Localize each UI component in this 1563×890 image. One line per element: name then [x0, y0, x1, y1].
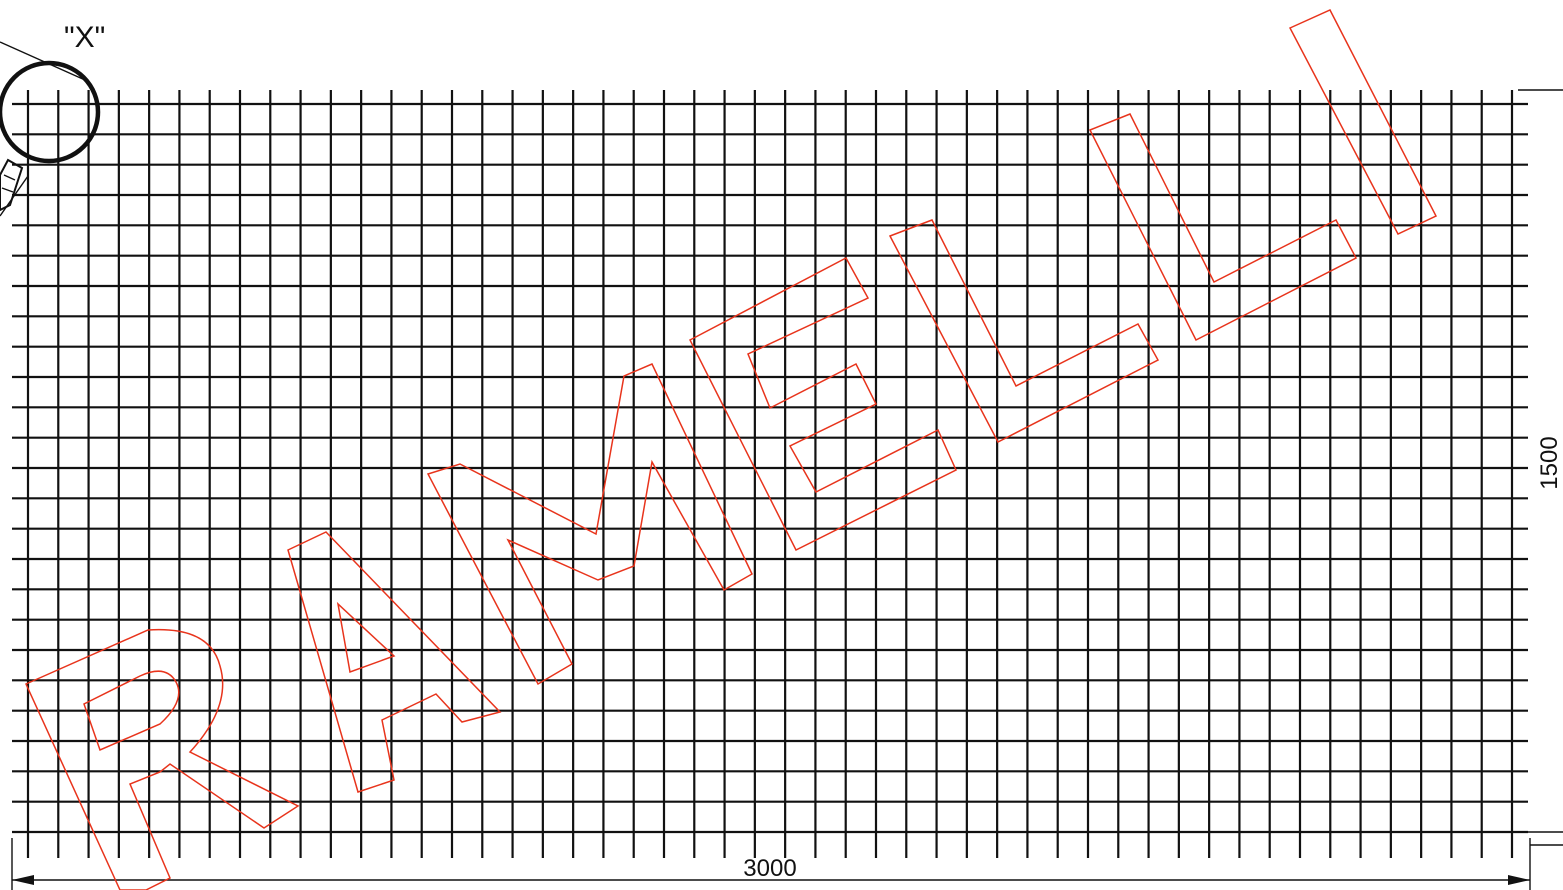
width-dimension: 3000 [11, 838, 1563, 890]
height-dimension-label: 1500 [1536, 436, 1563, 489]
height-dimension: 1500 [1518, 89, 1563, 833]
detail-handle-hatch [3, 174, 16, 181]
detail-circle [0, 60, 101, 164]
watermark-letter-m [426, 363, 753, 686]
mesh-grid [12, 90, 1528, 858]
arrowhead-right [1508, 875, 1530, 885]
watermark-letter-i [1288, 9, 1438, 235]
detail-leader-line [0, 41, 86, 81]
watermark-letter-l1 [888, 219, 1160, 444]
watermark-letter-e [688, 256, 957, 552]
detail-handle-hatch [1, 187, 14, 193]
watermark-letter-a [287, 531, 502, 793]
detail-handle [0, 158, 24, 212]
watermark [25, 9, 1438, 890]
watermark-letter-r [25, 628, 300, 890]
detail-callout: "X" [0, 21, 105, 217]
detail-marker-label: "X" [64, 21, 105, 54]
watermark-letter-l2 [1088, 113, 1358, 342]
detail-leader-line [0, 175, 29, 217]
arrowhead-left [12, 875, 34, 885]
width-dimension-label: 3000 [743, 855, 796, 882]
